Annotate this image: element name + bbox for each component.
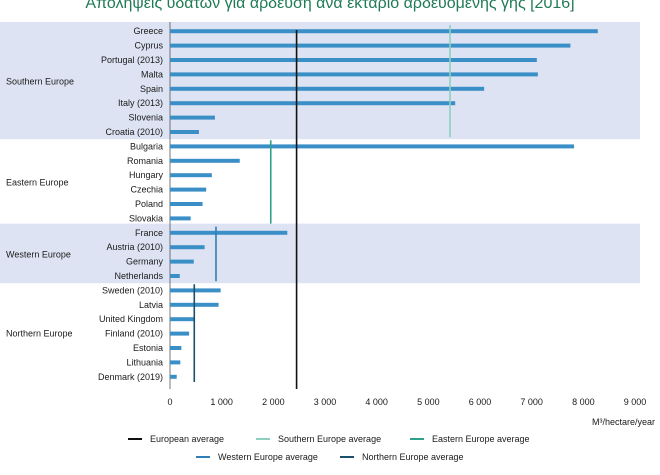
bar (170, 245, 205, 250)
bar (170, 58, 537, 62)
x-tick-label: 3 000 (314, 397, 337, 407)
category-label: Finland (2010) (105, 329, 163, 339)
bar (170, 29, 598, 34)
bar (170, 101, 456, 106)
legend-label: Northern Europe average (362, 452, 464, 462)
group-label: Northern Europe (6, 329, 73, 339)
x-tick-label: 9 000 (624, 397, 647, 407)
legend-label: Eastern Europe average (432, 434, 530, 444)
category-label: Estonia (133, 343, 163, 353)
bar (170, 230, 288, 235)
category-label: Greece (133, 26, 163, 36)
category-label: Bulgaria (130, 141, 163, 151)
category-label: Germany (126, 257, 164, 267)
legend-label: European average (150, 434, 224, 444)
group-label: Eastern Europe (6, 177, 69, 187)
bar (170, 130, 199, 134)
category-label: Latvia (139, 300, 163, 310)
x-tick-label: 1 000 (210, 397, 233, 407)
bar (170, 274, 180, 278)
bar (170, 346, 182, 350)
legend-label: Southern Europe average (278, 434, 381, 444)
category-label: Croatia (2010) (105, 127, 163, 137)
chart-title: Απολήψεις υδάτων για άρδευση ανά εκτάριο… (85, 0, 575, 12)
bar (170, 72, 538, 77)
bar (170, 259, 194, 264)
bar (170, 374, 177, 379)
group-label: Southern Europe (6, 77, 74, 87)
category-label: Lithuania (126, 357, 163, 367)
category-label: Hungary (129, 170, 164, 180)
category-label: Austria (2010) (106, 242, 163, 252)
category-label: United Kingdom (99, 314, 163, 324)
category-label: Poland (135, 199, 163, 209)
group-band-2 (0, 223, 640, 284)
category-label: Sweden (2010) (102, 285, 163, 295)
legend-label: Western Europe average (218, 452, 318, 462)
bar (170, 158, 240, 163)
category-label: Spain (140, 84, 163, 94)
bar (170, 202, 203, 206)
category-label: Denmark (2019) (98, 372, 163, 382)
x-axis-label: M³/hectare/year (592, 417, 655, 427)
bar (170, 288, 221, 293)
x-tick-label: 0 (167, 397, 172, 407)
bar (170, 173, 212, 178)
category-label: Italy (2013) (118, 98, 163, 108)
x-tick-label: 2 000 (262, 397, 285, 407)
bar (170, 187, 207, 192)
category-label: Netherlands (114, 271, 163, 281)
bar (170, 317, 195, 322)
x-tick-label: 6 000 (469, 397, 492, 407)
bar (170, 115, 215, 120)
x-tick-label: 4 000 (365, 397, 388, 407)
category-label: Czechia (130, 185, 163, 195)
bar (170, 360, 181, 365)
bar (170, 216, 191, 221)
category-label: France (135, 228, 163, 238)
bar (170, 86, 485, 91)
category-label: Romania (127, 156, 163, 166)
group-label: Western Europe (6, 249, 71, 259)
bar (170, 331, 190, 336)
category-label: Portugal (2013) (101, 55, 163, 65)
bar (170, 43, 571, 48)
category-label: Malta (141, 69, 163, 79)
category-label: Cyprus (134, 41, 163, 51)
x-tick-label: 7 000 (520, 397, 543, 407)
category-label: Slovenia (128, 113, 163, 123)
x-tick-label: 5 000 (417, 397, 440, 407)
bar (170, 144, 575, 149)
x-tick-label: 8 000 (572, 397, 595, 407)
group-band-0 (0, 22, 640, 140)
category-label: Slovakia (129, 213, 163, 223)
